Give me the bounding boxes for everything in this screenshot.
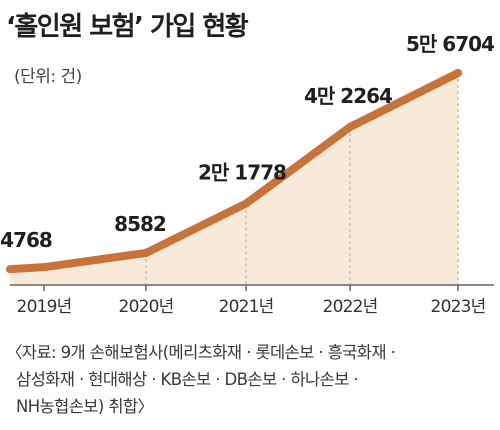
area-layer: [10, 73, 458, 285]
chart-title: ‘홀인원 보험’ 가입 현황: [6, 12, 249, 42]
data-point-2: [242, 199, 250, 208]
source-line-2: 삼성화재 · 현대해상 · KB손보 · DB손보 · 하나손보 ·: [16, 370, 359, 389]
data-label-0: 4768: [0, 228, 52, 252]
area-fill: [10, 73, 458, 285]
data-label-3: 4만 2264: [304, 84, 392, 108]
area-chart: 4768 8582 2만 1778 4만 2264 5만 6704 2019년 2020년…: [0, 32, 495, 317]
source-note: 〈자료: 9개 손해보험사(메리츠화재 · 롯데손보 · 흥국화재 · 삼성화재…: [6, 339, 494, 420]
data-point-1: [142, 248, 150, 257]
data-label-2: 2만 1778: [198, 161, 286, 185]
unit-label: (단위: 건): [14, 67, 82, 87]
year-separators: [145, 79, 459, 285]
line-layer: [6, 69, 462, 274]
data-label-1: 8582: [114, 212, 166, 236]
source-line-3: NH농협손보) 취합〉: [16, 397, 154, 416]
x-tick-label-0: 2019년: [17, 297, 72, 317]
data-label-4: 5만 6704: [406, 32, 494, 56]
data-point-3: [346, 122, 354, 131]
x-axis: 2019년 2020년 2021년 2022년 2023년: [10, 284, 494, 317]
source-line-1: 〈자료: 9개 손해보험사(메리츠화재 · 롯데손보 · 흥국화재 ·: [6, 343, 396, 362]
x-tick-label-2: 2021년: [219, 297, 274, 317]
data-label-layer: 4768 8582 2만 1778 4만 2264 5만 6704: [0, 32, 495, 252]
series-line: [6, 69, 462, 274]
data-point-0: [40, 263, 48, 272]
x-tick-label-4: 2023년: [431, 297, 486, 317]
data-point-4: [454, 69, 462, 78]
x-tick-label-1: 2020년: [119, 297, 174, 317]
x-tick-label-3: 2022년: [323, 297, 378, 317]
